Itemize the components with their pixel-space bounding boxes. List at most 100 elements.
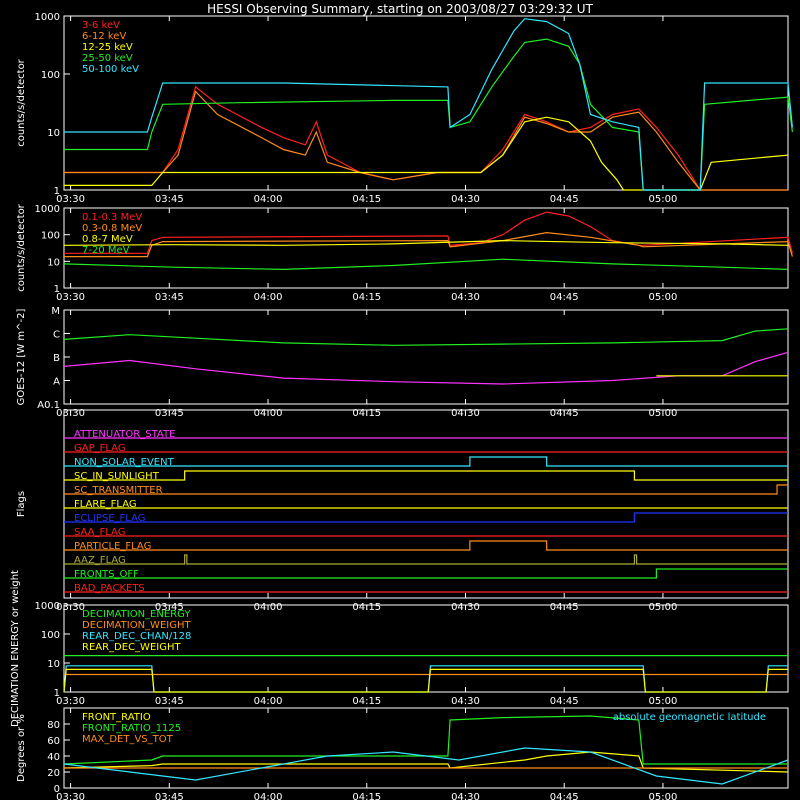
y-tick-label: 1 (54, 186, 60, 197)
flag-line (64, 554, 788, 565)
legend-entry: DECIMATION_ENERGY (82, 609, 191, 620)
y-tick-label: B (53, 353, 60, 364)
panel-panel4: 03:30 03:45 04:00 04:15 04:30 04:45 05:00Flags… (16, 409, 789, 613)
x-tick-label: 04:45 (550, 292, 579, 303)
y-tick-label: 40 (47, 752, 60, 763)
flag-label: AAZ_FLAG (74, 555, 126, 566)
y-tick-label: A0.1 (37, 400, 60, 411)
flag-line (64, 512, 788, 523)
plot-frame (63, 707, 789, 789)
legend-entry: MAX_DET_VS_TOT (82, 734, 174, 745)
y-tick-label: 20 (47, 768, 60, 779)
panel-panel1: 03:30 03:45 04:00 04:15 04:30 04:45 05:00 count… (16, 12, 793, 205)
y-tick-label: A (53, 377, 60, 388)
y-tick-label: 0 (54, 784, 60, 795)
legend-entry: REAR_DEC_WEIGHT (82, 642, 181, 653)
figure-title: HESSI Observing Summary, starting on 200… (207, 2, 593, 16)
flag-line (64, 484, 788, 495)
legend-entry: REAR_DEC_CHAN/128 (82, 631, 191, 642)
legend-entry: 7-20 MeV (82, 245, 130, 256)
y-tick-label: 1 (54, 688, 60, 699)
flag-line (64, 470, 788, 481)
y-tick-label: C (53, 330, 60, 341)
x-tick-label: 05:00 (649, 292, 678, 303)
plot-frame (63, 15, 789, 191)
x-tick-label: 03:45 (155, 696, 184, 707)
series-line-unlabeled-1 (63, 351, 789, 385)
y-tick-label: 1000 (35, 601, 60, 612)
x-tick-label: 04:15 (352, 292, 381, 303)
flag-label: FLARE_FLAG (74, 499, 137, 510)
series-line-0-8-7-mev (63, 239, 789, 246)
panel-panel2: 03:30 03:45 04:00 04:15 04:30 04:45 05:00 count… (16, 203, 793, 303)
y-axis-label: GOES-12 [W m^-2] (16, 309, 27, 406)
series-line-7-20-mev (63, 258, 789, 271)
x-tick-label: 04:15 (352, 792, 381, 800)
panels-layer: 03:30 03:45 04:00 04:15 04:30 04:45 05:00 count… (10, 12, 793, 800)
x-tick-label: 04:00 (254, 696, 283, 707)
flag-line (64, 540, 788, 551)
x-tick-label: 04:45 (550, 696, 579, 707)
y-tick-label: 1000 (35, 12, 60, 23)
flag-label: SAA_FLAG (74, 527, 125, 538)
plot-frame (63, 207, 789, 289)
x-tick-label: 03:30 (56, 194, 85, 205)
flag-label: BAD_PACKETS (74, 583, 145, 594)
x-tick-label: 05:00 (649, 792, 678, 800)
legend-entry: 6-12 keV (82, 31, 126, 42)
x-tick-label: 04:45 (550, 194, 579, 205)
legend-entry: 0.3-0.8 MeV (82, 223, 142, 234)
flag-label: GAP_FLAG (74, 443, 126, 454)
y-tick-label: 10 (47, 128, 60, 139)
series-line-rear-dec-weight (63, 668, 788, 693)
flag-line (64, 456, 788, 467)
series-line-50-100-kev (64, 18, 793, 191)
legend-entry: FRONT_RATIO_1125 (82, 723, 181, 734)
legend-entry: 3-6 keV (82, 20, 120, 31)
y-tick-label: 100 (41, 231, 60, 242)
flag-label: SC_IN_SUNLIGHT (74, 471, 160, 482)
x-tick-label: 04:30 (451, 792, 480, 800)
flag-label: PARTICLE_FLAG (74, 541, 151, 552)
panel-panel5: 03:30 03:45 04:00 04:15 04:30 04:45 05:00 DECIM… (10, 570, 789, 727)
x-tick-label: 03:30 (56, 696, 85, 707)
panel-panel6: 03:30 03:45 04:00 04:15 04:30 04:45 05:00 Degre… (16, 707, 789, 800)
legend-entry: FRONT_RATIO (82, 712, 151, 723)
flag-line (64, 568, 788, 579)
series-line-front-ratio-1125 (63, 715, 788, 765)
x-tick-label: 04:15 (352, 696, 381, 707)
x-tick-label: 03:45 (155, 194, 184, 205)
y-axis-label: Degrees or % (16, 714, 27, 782)
flag-label: SC_TRANSMITTER (74, 485, 163, 496)
series-line-unlabeled-0 (63, 328, 789, 346)
x-tick-label: 04:45 (550, 792, 579, 800)
y-tick-label: 60 (47, 736, 60, 747)
series-line-front-ratio (63, 751, 789, 773)
legend-entry: DECIMATION_WEIGHT (82, 620, 191, 631)
x-tick-label: 05:00 (649, 194, 678, 205)
y-tick-label: 1000 (35, 204, 60, 215)
y-tick-label: 1 (54, 284, 60, 295)
legend-entry: 25-50 keV (82, 53, 133, 64)
x-tick-label: 04:00 (254, 292, 283, 303)
y-tick-label: M (51, 306, 60, 317)
legend-entry: 0.1-0.3 MeV (82, 212, 142, 223)
y-tick-label: 10 (47, 659, 60, 670)
flag-label: FRONTS_OFF (74, 569, 139, 580)
y-axis-label: Flags (16, 491, 27, 517)
x-tick-label: 04:30 (451, 292, 480, 303)
flag-label: ATTENUATOR_STATE (74, 429, 175, 440)
annotation-text: absolute geomagnetic latitude (613, 712, 766, 723)
y-tick-label: 100 (41, 630, 60, 641)
y-tick-label: 10 (47, 257, 60, 268)
flag-label: NON_SOLAR_EVENT (74, 457, 175, 468)
x-tick-label: 03:45 (155, 792, 184, 800)
x-tick-label: 04:15 (352, 194, 381, 205)
x-tick-label: 04:00 (254, 792, 283, 800)
y-tick-label: 100 (41, 70, 60, 81)
legend-entry: 0.8-7 MeV (82, 234, 133, 245)
plot-frame (63, 409, 789, 599)
x-tick-label: 05:00 (649, 696, 678, 707)
